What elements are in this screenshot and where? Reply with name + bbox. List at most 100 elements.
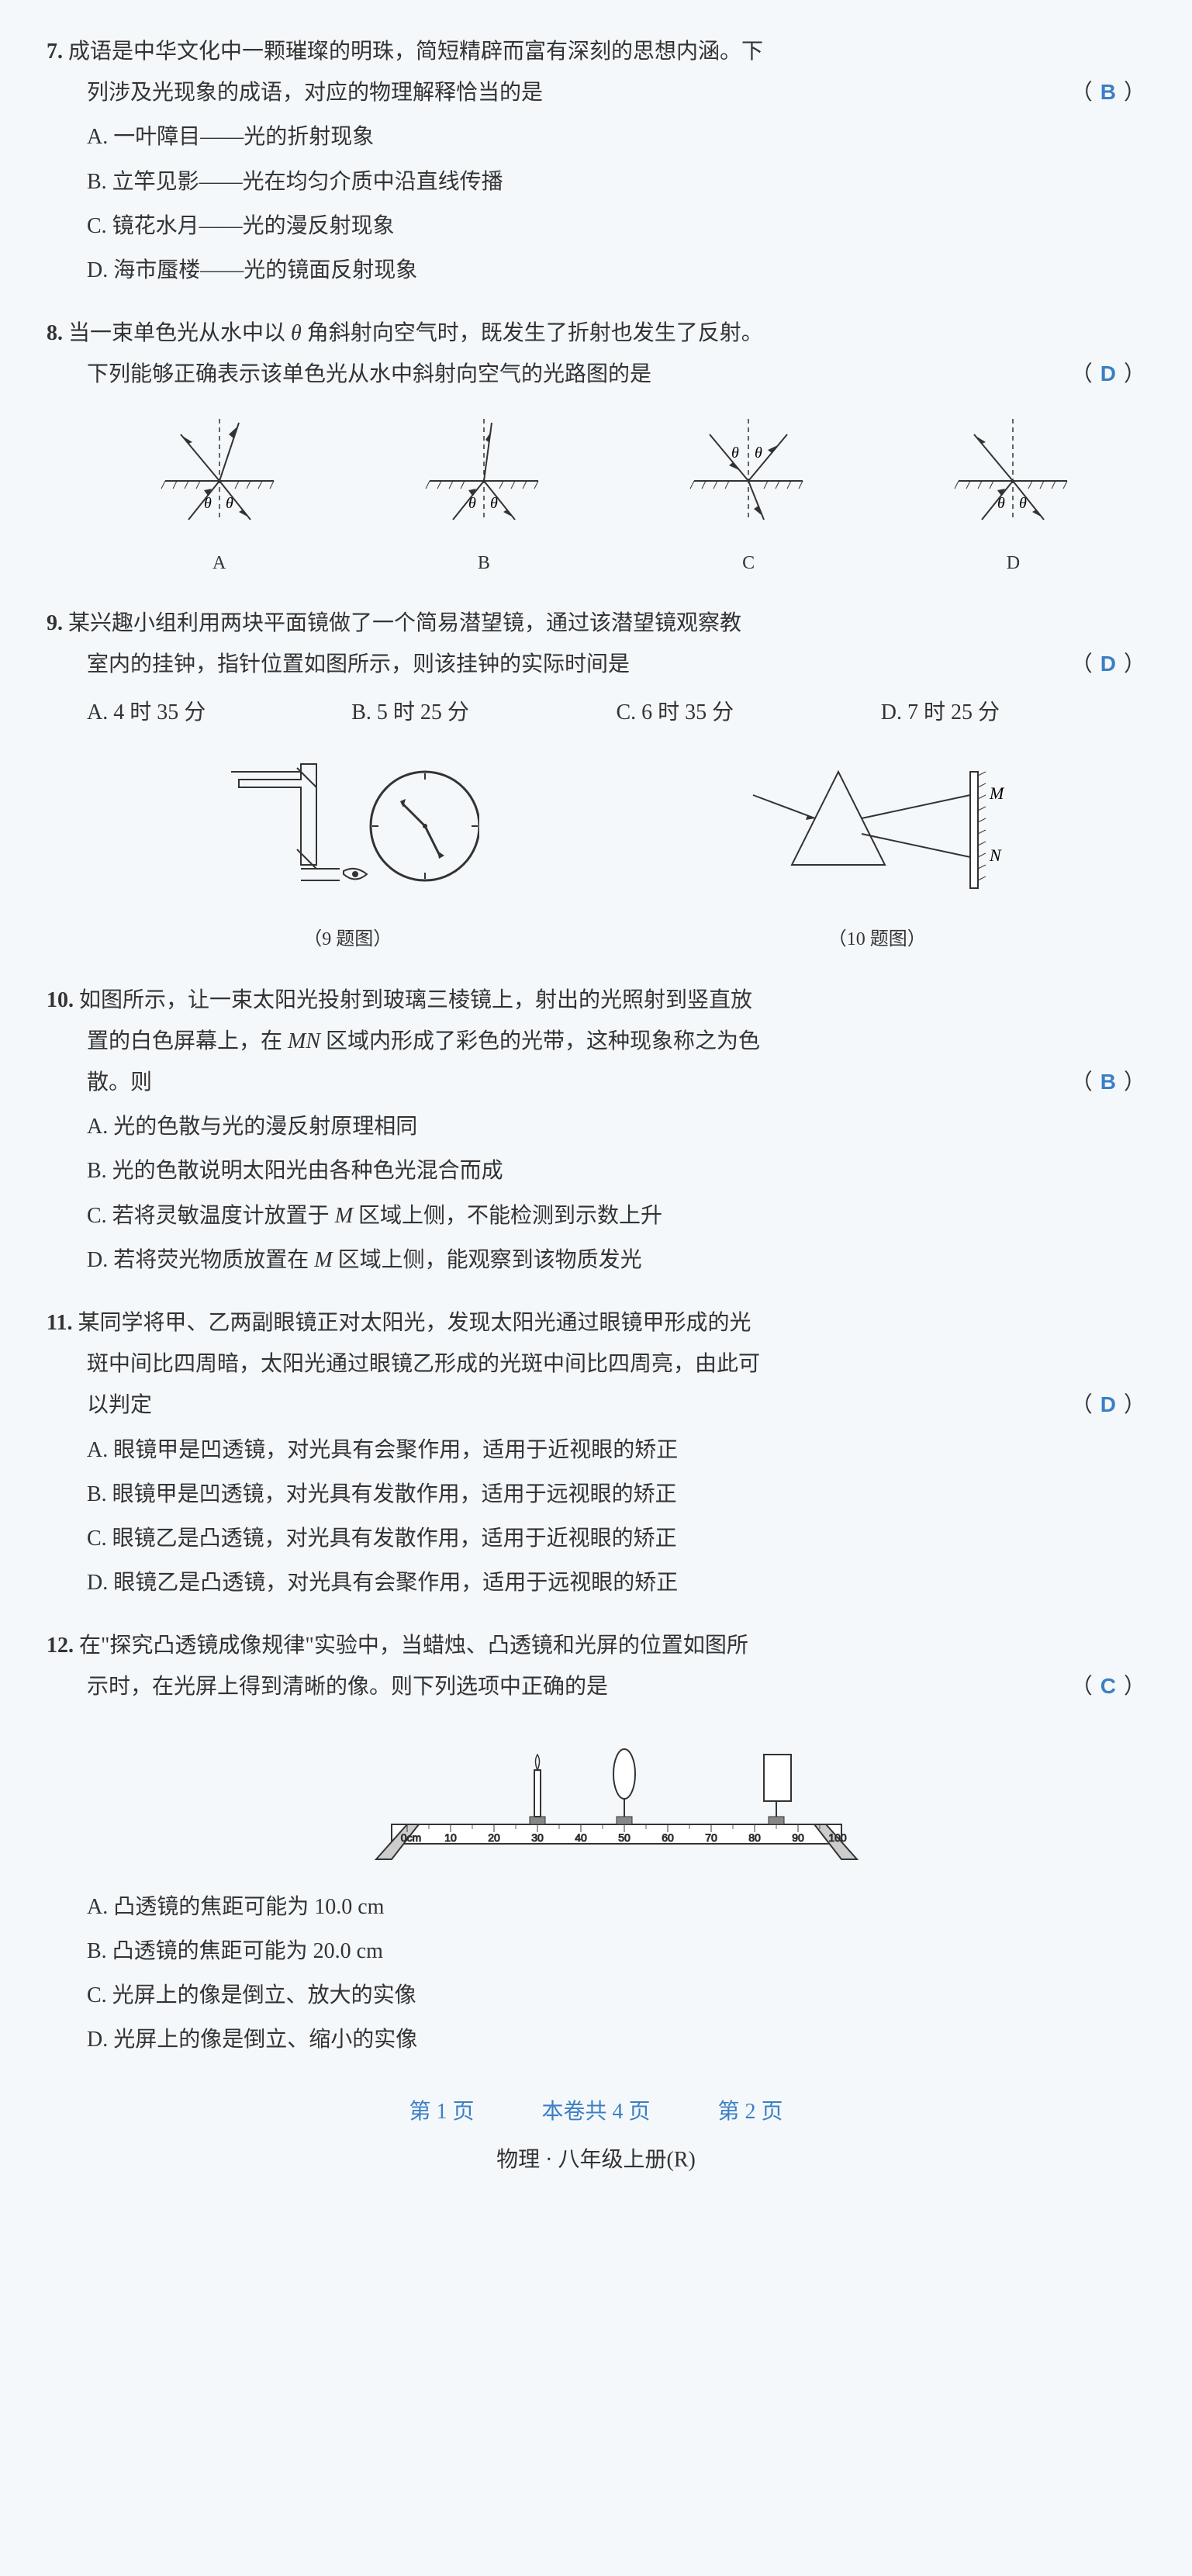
q9-text1: 某兴趣小组利用两块平面镜做了一个简易潜望镜，通过该潜望镜观察教: [68, 611, 741, 635]
q10-stem-line1: 10. 如图所示，让一束太阳光投射到玻璃三棱镜上，射出的光照射到竖直放: [47, 980, 1145, 1021]
q9-choice-b: B. 5 时 25 分: [351, 692, 616, 733]
q9-q10-figures: （9 题图）: [87, 749, 1145, 958]
svg-text:θ: θ: [1019, 495, 1027, 512]
q9-choice-c: C. 6 时 35 分: [617, 692, 881, 733]
svg-text:40: 40: [575, 1831, 587, 1844]
q11-answer-slot: （D）: [1071, 1384, 1145, 1426]
q9-answer-slot: （D）: [1071, 643, 1145, 685]
q10-choice-d: D. 若将荧光物质放置在 M 区域上侧，能观察到该物质发光: [87, 1240, 1145, 1281]
q9-answer: D: [1093, 652, 1124, 676]
svg-text:80: 80: [748, 1831, 761, 1844]
q7-choice-b: B. 立竿见影——光在均匀介质中沿直线传播: [87, 161, 1145, 202]
q10-number: 10.: [47, 988, 74, 1012]
svg-text:θ: θ: [731, 444, 739, 462]
svg-text:θ: θ: [204, 495, 212, 512]
svg-text:θ: θ: [490, 495, 498, 512]
q12-answer: C: [1093, 1674, 1124, 1698]
q8-diagram-a: θ θ A: [150, 411, 289, 582]
q11-text3: 以判定: [87, 1393, 152, 1417]
q9-choice-d: D. 7 时 25 分: [881, 692, 1145, 733]
footer-pagination: 第 1 页 本卷共 4 页 第 2 页: [47, 2091, 1145, 2132]
q12-choice-d: D. 光屏上的像是倒立、缩小的实像: [87, 2019, 1145, 2060]
q11-answer: D: [1093, 1392, 1124, 1416]
q11-choice-b: B. 眼镜甲是凹透镜，对光具有发散作用，适用于远视眼的矫正: [87, 1474, 1145, 1515]
q11-number: 11.: [47, 1311, 72, 1335]
svg-text:60: 60: [662, 1831, 674, 1844]
q12-choice-b: B. 凸透镜的焦距可能为 20.0 cm: [87, 1931, 1145, 1972]
q8-diagram-c: θ θ C: [679, 411, 818, 582]
question-11: 11. 某同学将甲、乙两副眼镜正对太阳光，发现太阳光通过眼镜甲形成的光 斑中间比…: [47, 1302, 1145, 1603]
q9-text2: 室内的挂钟，指针位置如图所示，则该挂钟的实际时间是: [87, 652, 630, 676]
q12-choice-c: C. 光屏上的像是倒立、放大的实像: [87, 1975, 1145, 2016]
svg-text:20: 20: [488, 1831, 500, 1844]
svg-text:θ: θ: [226, 495, 233, 512]
q12-stem-line2: 示时，在光屏上得到清晰的像。则下列选项中正确的是 （C）: [87, 1666, 1145, 1707]
q7-text1: 成语是中华文化中一颗璀璨的明珠，简短精辟而富有深刻的思想内涵。下: [68, 40, 763, 64]
svg-text:M: M: [989, 783, 1005, 803]
q8-label-d: D: [943, 546, 1083, 582]
question-12: 12. 在"探究凸透镜成像规律"实验中，当蜡烛、凸透镜和光屏的位置如图所 示时，…: [47, 1625, 1145, 2060]
q8-stem-line2: 下列能够正确表示该单色光从水中斜射向空气的光路图的是 （D）: [87, 354, 1145, 395]
q11-stem-line1: 11. 某同学将甲、乙两副眼镜正对太阳光，发现太阳光通过眼镜甲形成的光: [47, 1302, 1145, 1343]
question-7: 7. 成语是中华文化中一颗璀璨的明珠，简短精辟而富有深刻的思想内涵。下 列涉及光…: [47, 31, 1145, 291]
q10-text2: 置的白色屏幕上，在 MN 区域内形成了彩色的光带，这种现象称之为色: [87, 1021, 1145, 1062]
q7-stem-line1: 7. 成语是中华文化中一颗璀璨的明珠，简短精辟而富有深刻的思想内涵。下: [47, 31, 1145, 72]
q8-text1: 当一束单色光从水中以 θ 角斜射向空气时，既发生了折射也发生了反射。: [68, 321, 763, 345]
q8-label-b: B: [414, 546, 554, 582]
q8-text2: 下列能够正确表示该单色光从水中斜射向空气的光路图的是: [87, 362, 651, 386]
paren-close: ）: [1124, 81, 1145, 105]
svg-text:θ: θ: [997, 495, 1005, 512]
q7-text2: 列涉及光现象的成语，对应的物理解释恰当的是: [87, 81, 543, 105]
svg-text:θ: θ: [468, 495, 476, 512]
q9-figure: （9 题图）: [216, 749, 479, 958]
q8-answer-slot: （D）: [1071, 353, 1145, 395]
q9-caption: （9 题图）: [216, 922, 479, 958]
svg-text:N: N: [989, 845, 1002, 865]
svg-text:90: 90: [792, 1831, 804, 1844]
q10-answer: B: [1093, 1070, 1124, 1094]
q8-diagrams: θ θ A: [87, 411, 1145, 582]
q7-choice-c: C. 镜花水月——光的漫反射现象: [87, 206, 1145, 247]
question-10: 10. 如图所示，让一束太阳光投射到玻璃三棱镜上，射出的光照射到竖直放 置的白色…: [47, 980, 1145, 1281]
q12-text1: 在"探究凸透镜成像规律"实验中，当蜡烛、凸透镜和光屏的位置如图所: [79, 1634, 748, 1658]
q12-number: 12.: [47, 1634, 74, 1658]
footer-subject: 物理 · 八年级上册(R): [47, 2139, 1145, 2180]
q12-answer-slot: （C）: [1071, 1665, 1145, 1707]
q7-choice-d: D. 海市蜃楼——光的镜面反射现象: [87, 250, 1145, 291]
q8-answer: D: [1093, 361, 1124, 386]
q10-stem-line3: 散。则 （B）: [87, 1062, 1145, 1103]
q10-text3: 散。则: [87, 1070, 152, 1094]
q10-choice-b: B. 光的色散说明太阳光由各种色光混合而成: [87, 1150, 1145, 1191]
svg-text:10: 10: [444, 1831, 457, 1844]
paren-open: （: [1071, 81, 1093, 105]
question-9: 9. 某兴趣小组利用两块平面镜做了一个简易潜望镜，通过该潜望镜观察教 室内的挂钟…: [47, 603, 1145, 957]
svg-text:0cm: 0cm: [400, 1831, 420, 1844]
q11-text1: 某同学将甲、乙两副眼镜正对太阳光，发现太阳光通过眼镜甲形成的光: [78, 1311, 751, 1335]
q9-stem-line2: 室内的挂钟，指针位置如图所示，则该挂钟的实际时间是 （D）: [87, 644, 1145, 685]
q7-stem-line2: 列涉及光现象的成语，对应的物理解释恰当的是 （B）: [87, 72, 1145, 113]
q11-choice-a: A. 眼镜甲是凹透镜，对光具有会聚作用，适用于近视眼的矫正: [87, 1430, 1145, 1471]
q11-text2: 斑中间比四周暗，太阳光通过眼镜乙形成的光斑中间比四周亮，由此可: [87, 1343, 1145, 1385]
q8-stem-line1: 8. 当一束单色光从水中以 θ 角斜射向空气时，既发生了折射也发生了反射。: [47, 313, 1145, 354]
q7-number: 7.: [47, 40, 63, 64]
q8-number: 8.: [47, 321, 63, 345]
q10-answer-slot: （B）: [1071, 1061, 1145, 1103]
q7-answer: B: [1093, 80, 1124, 104]
svg-text:70: 70: [705, 1831, 717, 1844]
q7-choice-a: A. 一叶障目——光的折射现象: [87, 116, 1145, 157]
q10-choice-c: C. 若将灵敏温度计放置于 M 区域上侧，不能检测到示数上升: [87, 1195, 1145, 1236]
q8-diagram-d: θ θ D: [943, 411, 1083, 582]
q11-choice-d: D. 眼镜乙是凸透镜，对光具有会聚作用，适用于远视眼的矫正: [87, 1562, 1145, 1603]
q8-label-c: C: [679, 546, 818, 582]
q12-text2: 示时，在光屏上得到清晰的像。则下列选项中正确的是: [87, 1675, 608, 1699]
svg-text:50: 50: [618, 1831, 631, 1844]
q7-answer-slot: （B）: [1071, 71, 1145, 113]
question-8: 8. 当一束单色光从水中以 θ 角斜射向空气时，既发生了折射也发生了反射。 下列…: [47, 313, 1145, 581]
q11-choice-c: C. 眼镜乙是凸透镜，对光具有发散作用，适用于近视眼的矫正: [87, 1518, 1145, 1559]
footer-page-right: 第 2 页: [718, 2100, 783, 2124]
footer-page-center: 本卷共 4 页: [541, 2100, 650, 2124]
q12-stem-line1: 12. 在"探究凸透镜成像规律"实验中，当蜡烛、凸透镜和光屏的位置如图所: [47, 1625, 1145, 1666]
q12-figure: 0cm 10 20 30 40 50 60 70 80 90 100: [87, 1724, 1145, 1871]
q8-label-a: A: [150, 546, 289, 582]
q9-stem-line1: 9. 某兴趣小组利用两块平面镜做了一个简易潜望镜，通过该潜望镜观察教: [47, 603, 1145, 644]
